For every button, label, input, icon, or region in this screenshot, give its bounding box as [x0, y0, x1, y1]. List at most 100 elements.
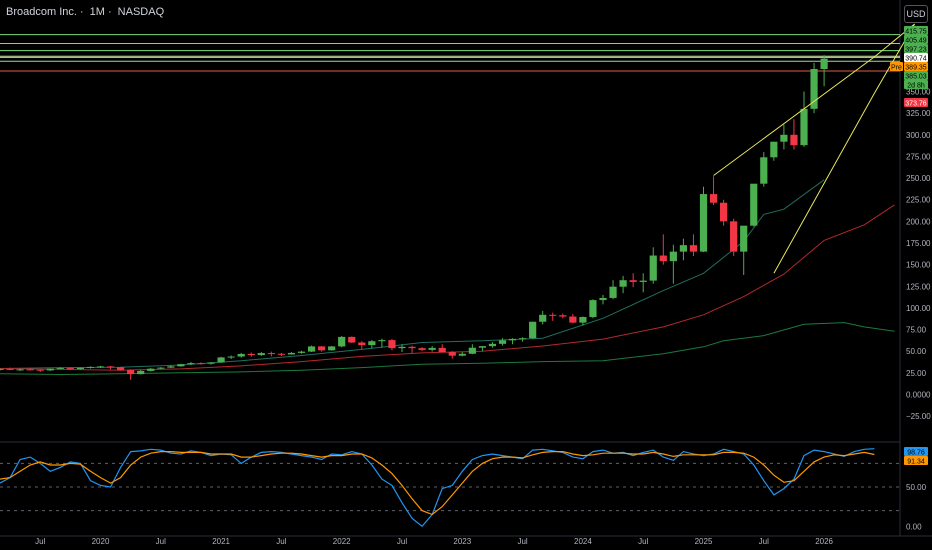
chart-title: Broadcom Inc. · 1M · NASDAQ	[6, 6, 167, 18]
candle-body	[36, 369, 44, 371]
horizontal-levels	[0, 34, 900, 72]
candle-body	[740, 225, 748, 252]
candle-body	[287, 352, 296, 355]
candle-body	[277, 353, 285, 355]
candle-body	[56, 368, 64, 370]
candle-body	[247, 353, 255, 356]
ma-teal-line	[0, 179, 825, 369]
candle-body	[539, 314, 547, 322]
ma-red-line	[0, 204, 895, 371]
price-badge	[904, 71, 928, 80]
candle-body	[408, 346, 416, 349]
candle-body	[147, 368, 155, 371]
grid-lines	[0, 0, 932, 537]
currency-button[interactable]: USD	[904, 5, 928, 23]
price-badge-label: 385.03	[905, 73, 927, 80]
time-tick-label: 2026	[815, 537, 833, 546]
candle-body	[589, 300, 597, 317]
candle-body	[579, 316, 587, 323]
rsi-tick-label: 50.00	[906, 483, 927, 492]
time-tick-label: 2023	[453, 537, 471, 546]
candle-body	[307, 346, 316, 352]
time-tick-label: Jul	[276, 537, 286, 546]
candle-body	[810, 69, 818, 109]
price-badge	[904, 98, 928, 107]
rsi-value-label: 98.76	[907, 449, 925, 456]
candle-body	[237, 353, 245, 357]
candle-body	[297, 351, 306, 353]
candle-body	[76, 367, 84, 370]
candle-body	[569, 316, 577, 323]
price-badge-label: 2d 8h	[907, 82, 925, 89]
candle-body	[508, 338, 517, 341]
candle-body	[96, 366, 105, 368]
price-tick-label: 250.00	[906, 174, 931, 183]
candle-body	[478, 346, 486, 348]
price-tick-label: 325.00	[906, 109, 931, 118]
interval-label[interactable]: 1M	[89, 6, 105, 18]
candle-body	[609, 286, 617, 298]
price-badge	[904, 80, 928, 89]
candle-body	[86, 366, 95, 368]
price-tick-label: 75.00	[906, 326, 927, 335]
price-badge-label: 415.75	[905, 28, 927, 35]
price-badge-label: 389.35	[905, 64, 927, 71]
price-badge	[904, 53, 928, 62]
price-badge	[904, 62, 928, 71]
candle-body	[398, 346, 406, 349]
candle-body	[46, 368, 54, 371]
price-badge-label: 397.23	[905, 46, 927, 53]
time-tick-label: 2020	[92, 537, 110, 546]
price-tick-label: 100.00	[906, 304, 931, 313]
candle-body	[458, 353, 466, 356]
rising-wedge	[713, 23, 916, 274]
candle-body	[679, 245, 687, 252]
candle-body	[318, 346, 326, 351]
exchange-label: NASDAQ	[117, 6, 165, 18]
candle-body	[750, 183, 758, 226]
candle-body	[709, 194, 718, 203]
candle-body	[760, 157, 768, 184]
time-tick-label: 2025	[695, 537, 713, 546]
candle-body	[177, 364, 185, 367]
candle-body	[66, 368, 74, 370]
candles	[0, 55, 828, 380]
price-badge-label: Pre	[891, 64, 902, 71]
candle-body	[267, 353, 275, 355]
candle-body	[649, 255, 657, 281]
price-tick-label: 175.00	[906, 239, 931, 248]
rsi-pane	[0, 448, 900, 528]
candle-body	[418, 348, 426, 350]
rsi-line	[0, 448, 875, 528]
time-tick-label: Jul	[638, 537, 648, 546]
price-badge	[904, 35, 928, 44]
time-tick-label: Jul	[156, 537, 166, 546]
candle-body	[167, 366, 175, 368]
candle-body	[790, 134, 798, 146]
rsi-signal-line	[0, 451, 875, 516]
price-tick-label: 0.0000	[906, 390, 931, 399]
time-tick-label: Jul	[35, 537, 45, 546]
rsi-value-badge	[904, 456, 928, 465]
candle-body	[599, 297, 607, 301]
price-badge-label: 373.76	[905, 100, 927, 107]
ma-green-line	[0, 322, 895, 376]
candle-body	[639, 280, 647, 282]
rsi-value-badge	[904, 447, 928, 456]
candle-body	[519, 338, 527, 340]
title-separator: ·	[107, 6, 112, 18]
candle-body	[549, 314, 557, 316]
candle-body	[428, 347, 436, 350]
price-tick-label: 275.00	[906, 152, 931, 161]
candle-body	[488, 343, 497, 347]
candle-body	[659, 255, 667, 262]
candle-body	[720, 202, 728, 222]
candle-body	[780, 134, 788, 142]
candle-body	[0, 368, 4, 370]
candle-body	[448, 352, 456, 356]
time-tick-label: 2022	[333, 537, 351, 546]
candle-body	[529, 321, 537, 339]
candle-body	[328, 346, 336, 351]
